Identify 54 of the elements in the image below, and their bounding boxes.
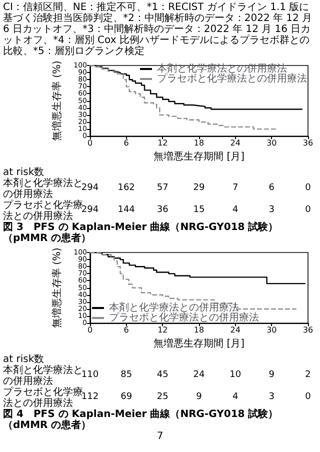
text: 4 (232, 205, 238, 216)
text: 85 (120, 370, 132, 381)
x-tick-label: 36 (302, 326, 314, 335)
x-tick-label: 12 (158, 138, 168, 148)
text: 3 (268, 392, 275, 403)
x-tick-label: 36 (302, 138, 314, 148)
text: 15 (193, 205, 205, 216)
x-tick-label: 30 (266, 326, 277, 335)
x-tick-label: 18 (194, 326, 204, 335)
text: 57 (156, 183, 168, 194)
text: 0 (305, 205, 311, 216)
text: 24 (193, 370, 205, 381)
text: 162 (118, 183, 135, 194)
text: 6 (268, 183, 275, 194)
x-tick-label: 12 (158, 326, 168, 335)
text: 0 (305, 392, 311, 403)
text: 図 3 PFS の Kaplan-Meier 曲線（NRG-GY018 試験）（pMMR の患者） (2, 222, 280, 244)
text: at risk数 (3, 354, 44, 365)
x-tick-label: 30 (266, 138, 277, 148)
chart-subtitle: CI：信頼区間、NE：推定不可、*1：RECIST ガイドライン 1.1 版に基づく治験担当医師判定、*2：中間解析時のデータ：2022 年 12 月 6 日カットオフ、*3：中間解析時のデータ：2022 年 12 月 16 日カットオフ、*4：層別 Cox 比例ハザードモデルによるプラセボ群との比較、*5：層別ログランク検定 (2, 0, 314, 59)
x-tick-label: 24 (230, 326, 240, 335)
text: 3 (268, 205, 275, 216)
x-tick-label: 6 (124, 326, 129, 335)
text: 2 (305, 370, 311, 381)
text: 294 (81, 205, 99, 216)
text: 36 (156, 205, 168, 216)
text: 9 (196, 392, 202, 403)
legend-label: プラセボと化学療法との併用療法 (109, 312, 259, 324)
text: at risk数 (3, 167, 44, 178)
text: 図 4 PFS の Kaplan-Meier 曲線（NRG-GY018 試験）（dMMR の患者） (2, 409, 280, 431)
text: 0 (305, 183, 311, 194)
text: 4 (232, 392, 238, 403)
legend-label: 本剤と化学療法との併用療法 (157, 62, 287, 74)
text: 25 (156, 392, 168, 403)
text: 112 (81, 392, 99, 403)
x-axis-title: 無増悪生存期間 [月] (154, 338, 245, 350)
text: 294 (81, 183, 99, 194)
text: 69 (120, 392, 132, 403)
x-tick-label: 6 (124, 138, 129, 148)
text: 110 (81, 370, 99, 381)
y-axis-title: 無増悪生存率 (%) (51, 247, 64, 328)
x-tick-label: 18 (194, 138, 204, 148)
x-tick-label: 24 (230, 138, 240, 148)
legend-label: プラセボと化学療法との併用療法 (157, 72, 307, 84)
legend-label: 本剤と化学療法との併用療法 (109, 302, 239, 314)
text: 9 (268, 370, 275, 381)
x-axis-title: 無増悪生存期間 [月] (154, 150, 245, 162)
text: 7 (232, 183, 238, 194)
y-axis-title: 無増悪生存率 (%) (51, 60, 64, 142)
text: 7 (156, 431, 164, 443)
text: 144 (118, 205, 135, 216)
text: 29 (193, 183, 205, 194)
text: 10 (230, 370, 242, 381)
text: 45 (156, 370, 168, 381)
